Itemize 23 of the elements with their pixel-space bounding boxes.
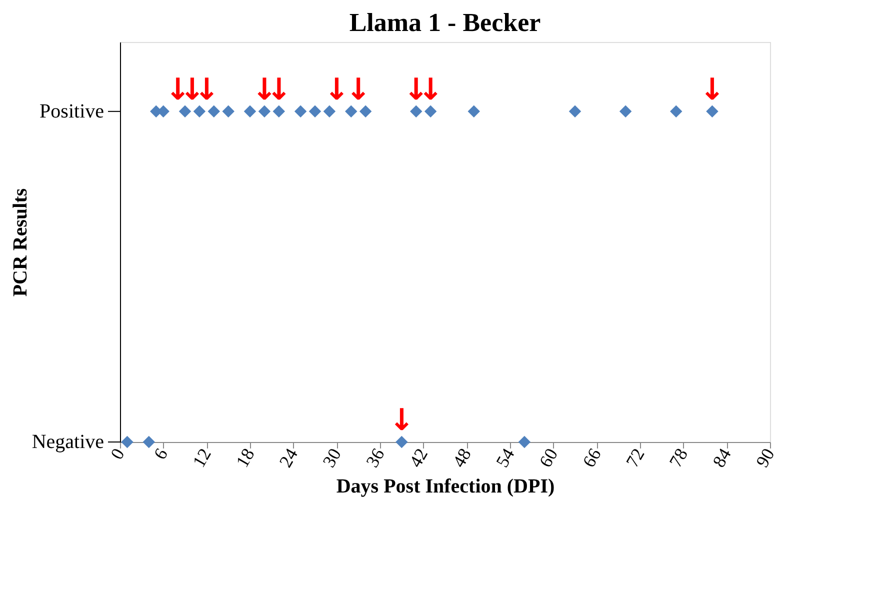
x-tick-label: 18 (232, 445, 258, 471)
x-tick-label: 48 (448, 445, 475, 471)
x-tick-label: 84 (708, 445, 735, 471)
x-tick-label: 42 (405, 445, 432, 471)
text: Negative (32, 431, 104, 453)
x-tick-label: 54 (492, 445, 518, 471)
text: Positive (40, 100, 104, 122)
x-tick-label: 66 (578, 445, 605, 471)
annotation: ↓ (700, 72, 725, 108)
x-tick-label: 36 (362, 445, 388, 471)
x-axis-title: Days Post Infection (DPI) (336, 476, 555, 498)
x-tick-label: 24 (275, 445, 302, 471)
x-tick-label: 72 (622, 445, 648, 471)
y-axis-title: PCR Results (10, 188, 32, 297)
x-tick-label: 12 (188, 445, 215, 471)
x-tick-label: 90 (752, 445, 778, 471)
chart-title: Llama 1 - Becker (349, 8, 541, 37)
x-tick-label: 0 (106, 445, 128, 463)
annotation: ↓ (389, 403, 414, 438)
x-tick-label: 78 (665, 445, 692, 471)
x-tick-label: 6 (150, 445, 172, 463)
x-tick-label: 60 (535, 445, 562, 471)
x-tick-label: 30 (318, 445, 345, 471)
